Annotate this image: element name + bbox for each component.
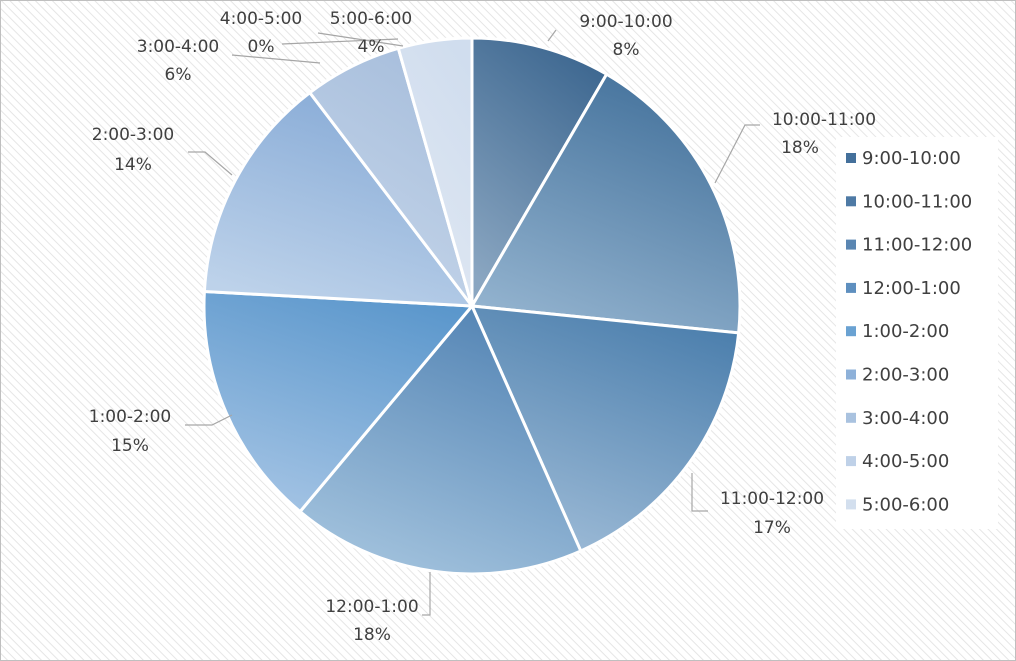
legend-label-3-00-4-00: 3:00-4:00 bbox=[862, 408, 949, 429]
legend-background bbox=[836, 137, 998, 529]
legend-label-12-00-1-00: 12:00-1:00 bbox=[862, 278, 961, 299]
data-label-value-11-00-12-00: 17% bbox=[753, 518, 791, 538]
data-label-category-11-00-12-00: 11:00-12:00 bbox=[720, 489, 824, 509]
data-label-category-5-00-6-00: 5:00-6:00 bbox=[330, 9, 413, 29]
legend-label-11-00-12-00: 11:00-12:00 bbox=[862, 235, 972, 256]
legend-label-2-00-3-00: 2:00-3:00 bbox=[862, 365, 949, 386]
pie-slice-12-00-1-00 bbox=[297, 303, 583, 576]
legend-swatch-2-00-3-00 bbox=[846, 369, 856, 380]
legend-swatch-4-00-5-00 bbox=[846, 456, 856, 467]
pie-slice-1-00-2-00 bbox=[202, 289, 476, 514]
leader-line-1-00-2-00 bbox=[185, 414, 233, 426]
data-label-value-9-00-10-00: 8% bbox=[613, 40, 640, 60]
data-label-value-1-00-2-00: 15% bbox=[111, 436, 149, 456]
leader-line-2-00-3-00 bbox=[188, 151, 233, 176]
legend-label-4-00-5-00: 4:00-5:00 bbox=[862, 451, 949, 472]
legend-label-10-00-11-00: 10:00-11:00 bbox=[862, 191, 972, 212]
pie-slice-10-00-11-00 bbox=[469, 72, 742, 335]
data-label-value-10-00-11-00: 18% bbox=[781, 138, 819, 158]
data-label-category-1-00-2-00: 1:00-2:00 bbox=[89, 407, 172, 427]
legend-swatch-12-00-1-00 bbox=[846, 282, 856, 293]
legend: 9:00-10:00 10:00-11:00 11:00-12:00 12:00-1:… bbox=[846, 148, 972, 515]
legend-label-5-00-6-00: 5:00-6:00 bbox=[862, 494, 949, 515]
legend-label-9-00-10-00: 9:00-10:00 bbox=[862, 148, 961, 169]
legend-swatch-5-00-6-00 bbox=[846, 499, 856, 510]
data-label-category-4-00-5-00: 4:00-5:00 bbox=[220, 9, 303, 29]
data-label-category-9-00-10-00: 9:00-10:00 bbox=[579, 12, 672, 32]
data-label-category-2-00-3-00: 2:00-3:00 bbox=[92, 125, 175, 145]
leader-line-11-00-12-00 bbox=[691, 473, 708, 512]
leader-line-10-00-11-00 bbox=[714, 124, 760, 184]
data-label-category-10-00-11-00: 10:00-11:00 bbox=[772, 110, 876, 130]
pie-slice-9-00-10-00 bbox=[470, 36, 609, 312]
data-label-category-12-00-1-00: 12:00-1:00 bbox=[325, 597, 418, 617]
pie-slice-11-00-12-00 bbox=[469, 304, 741, 553]
legend-swatch-10-00-11-00 bbox=[846, 196, 856, 207]
pie-slice-2-00-3-00 bbox=[202, 90, 476, 308]
data-label-value-12-00-1-00: 18% bbox=[353, 625, 391, 645]
data-label-value-5-00-6-00: 4% bbox=[358, 37, 385, 57]
legend-swatch-9-00-10-00 bbox=[846, 153, 856, 163]
leader-line-5-00-6-00 bbox=[317, 32, 404, 47]
data-label-value-2-00-3-00: 14% bbox=[114, 155, 152, 175]
legend-swatch-1-00-2-00 bbox=[846, 326, 856, 337]
leader-line-4-00-5-00 bbox=[281, 38, 399, 45]
leader-line-12-00-1-00 bbox=[422, 572, 431, 616]
pie-slice-5-00-6-00 bbox=[396, 36, 474, 307]
data-label-value-3-00-4-00: 6% bbox=[165, 65, 192, 85]
data-label-value-4-00-5-00: 0% bbox=[248, 37, 275, 57]
leader-line-9-00-10-00 bbox=[547, 29, 557, 42]
legend-swatch-3-00-4-00 bbox=[846, 412, 856, 423]
legend-swatch-11-00-12-00 bbox=[846, 239, 856, 250]
legend-label-1-00-2-00: 1:00-2:00 bbox=[862, 321, 949, 342]
leader-line-3-00-4-00 bbox=[231, 54, 321, 64]
data-label-category-3-00-4-00: 3:00-4:00 bbox=[137, 37, 220, 57]
